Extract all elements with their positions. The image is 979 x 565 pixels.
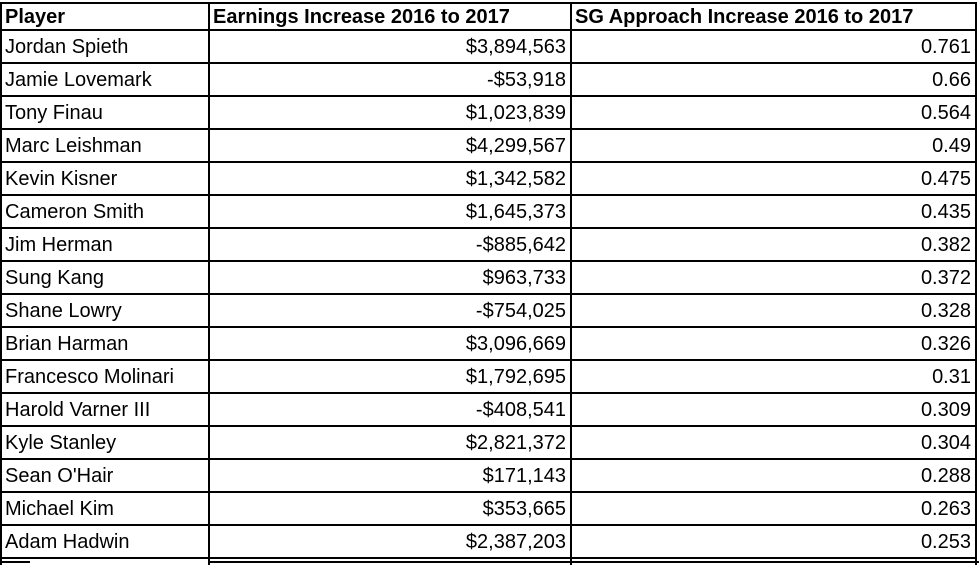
player-name-cell[interactable]: Francesco Molinari (2, 361, 208, 392)
sg-approach-cell[interactable]: 0.263 (572, 493, 975, 524)
player-name-cell[interactable]: Marc Leishman (2, 130, 208, 161)
earnings-cell[interactable]: $1,645,373 (210, 196, 570, 227)
earnings-cell[interactable]: -$885,642 (210, 229, 570, 260)
player-name-cell[interactable]: Sean O'Hair (2, 460, 208, 491)
player-name-cell[interactable]: Brian Harman (2, 328, 208, 359)
earnings-cell[interactable]: $353,665 (210, 493, 570, 524)
earnings-cell[interactable]: $1,023,839 (210, 97, 570, 128)
sg-approach-cell[interactable]: 0.564 (572, 97, 975, 128)
sg-approach-cell[interactable]: 0.253 (572, 526, 975, 557)
player-name-cell[interactable]: Jamie Lovemark (2, 64, 208, 95)
player-name-cell[interactable]: Kyle Stanley (2, 427, 208, 458)
earnings-cell[interactable]: $2,821,372 (210, 427, 570, 458)
player-name-cell[interactable]: Cameron Smith (2, 196, 208, 227)
header-sg-approach-increase[interactable]: SG Approach Increase 2016 to 2017 (572, 4, 975, 29)
player-name-cell[interactable]: Jordan Spieth (2, 31, 208, 62)
earnings-cell[interactable]: -$754,025 (210, 295, 570, 326)
table-continuation-stub (0, 561, 30, 563)
earnings-cell[interactable]: $4,299,567 (210, 130, 570, 161)
header-earnings-increase[interactable]: Earnings Increase 2016 to 2017 (210, 4, 570, 29)
sg-approach-cell[interactable]: 0.435 (572, 196, 975, 227)
earnings-cell[interactable]: -$53,918 (210, 64, 570, 95)
sg-approach-cell[interactable]: 0.49 (572, 130, 975, 161)
player-name-cell[interactable]: Michael Kim (2, 493, 208, 524)
player-name-cell[interactable]: Adam Hadwin (2, 526, 208, 557)
player-name-cell[interactable]: Kevin Kisner (2, 163, 208, 194)
player-name-cell[interactable]: Sung Kang (2, 262, 208, 293)
earnings-cell[interactable]: $1,792,695 (210, 361, 570, 392)
sg-approach-cell[interactable]: 0.66 (572, 64, 975, 95)
earnings-cell[interactable]: $2,387,203 (210, 526, 570, 557)
table-continuation-line (208, 561, 979, 563)
earnings-cell[interactable]: $3,096,669 (210, 328, 570, 359)
sg-approach-cell[interactable]: 0.309 (572, 394, 975, 425)
earnings-cell[interactable]: $963,733 (210, 262, 570, 293)
player-name-cell[interactable]: Jim Herman (2, 229, 208, 260)
earnings-cell[interactable]: $171,143 (210, 460, 570, 491)
sg-approach-cell[interactable]: 0.288 (572, 460, 975, 491)
earnings-cell[interactable]: $1,342,582 (210, 163, 570, 194)
sg-approach-cell[interactable]: 0.31 (572, 361, 975, 392)
sg-approach-cell[interactable]: 0.304 (572, 427, 975, 458)
sg-approach-cell[interactable]: 0.475 (572, 163, 975, 194)
player-name-cell[interactable]: Harold Varner III (2, 394, 208, 425)
partial-row-cell[interactable] (2, 559, 208, 565)
player-name-cell[interactable]: Tony Finau (2, 97, 208, 128)
sg-approach-cell[interactable]: 0.382 (572, 229, 975, 260)
sg-approach-cell[interactable]: 0.761 (572, 31, 975, 62)
sg-approach-cell[interactable]: 0.328 (572, 295, 975, 326)
player-name-cell[interactable]: Shane Lowry (2, 295, 208, 326)
earnings-cell[interactable]: $3,894,563 (210, 31, 570, 62)
header-player[interactable]: Player (2, 4, 208, 29)
sg-approach-cell[interactable]: 0.372 (572, 262, 975, 293)
sg-approach-cell[interactable]: 0.326 (572, 328, 975, 359)
earnings-cell[interactable]: -$408,541 (210, 394, 570, 425)
